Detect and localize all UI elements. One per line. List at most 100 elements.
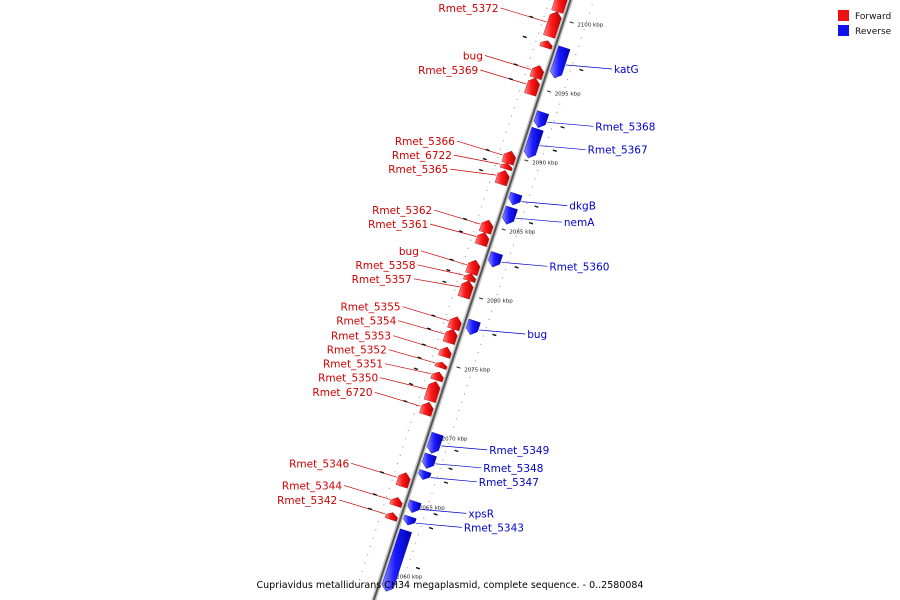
strand-marker: [379, 471, 385, 474]
strand-marker: [442, 280, 447, 284]
label-leader-lines: [339, 7, 613, 528]
leader-line: [415, 522, 462, 528]
leader-line: [351, 462, 398, 478]
guide-dot: [358, 579, 361, 581]
guide-dot: [434, 484, 436, 486]
scale-tick-label: 2080 kbp: [487, 298, 513, 304]
gene-rmet-5352-24: [434, 361, 448, 370]
gene-unlabeled-36: [381, 528, 412, 592]
gene-label: katG: [614, 64, 639, 76]
gene-label: Rmet_6722: [392, 150, 452, 162]
scale-tick: [456, 366, 461, 369]
gene-label: Rmet_6720: [312, 387, 372, 399]
guide-dot: [510, 115, 513, 117]
scale-tick-label: 2100 kbp: [577, 22, 603, 28]
leader-line: [339, 499, 386, 515]
gene-katg-4: [550, 45, 571, 79]
gene-rmet-5373-1: [551, 0, 568, 14]
scale-tick-label: 2070 kbp: [442, 436, 468, 442]
guide-dot: [515, 236, 517, 238]
gene-label: dkgB: [569, 201, 596, 213]
guide-dot: [436, 476, 438, 478]
guide-dot: [485, 327, 487, 329]
leader-line: [450, 168, 497, 176]
guide-dot: [431, 492, 433, 494]
gene-label: Rmet_5354: [336, 316, 396, 328]
guide-dot: [410, 421, 412, 423]
guide-dot: [415, 542, 417, 544]
gene-label: Rmet_5343: [464, 522, 524, 534]
gene-rmet-6722-10: [499, 163, 513, 172]
guide-dot: [543, 15, 545, 18]
guide-dot: [572, 62, 574, 64]
gene-label: Rmet_5351: [323, 359, 383, 371]
gene-rmet-5366-9: [501, 150, 516, 166]
leader-line: [501, 261, 548, 267]
gene-label: Rmet_5357: [352, 274, 412, 286]
guide-dot: [405, 438, 407, 440]
gene-label: Rmet_5367: [588, 145, 648, 157]
gene-rmet-5358-18: [463, 273, 477, 283]
guide-dot: [383, 504, 385, 506]
guide-dot: [442, 459, 444, 461]
gene-rmet-5347-30: [418, 469, 432, 480]
gene-dkgb-12: [508, 191, 523, 206]
guide-dot: [428, 501, 430, 503]
guide-dot: [501, 277, 504, 279]
guide-dot: [518, 227, 520, 229]
guide-dot: [418, 396, 420, 398]
gene-label: Rmet_5342: [277, 495, 337, 507]
backbone-line: [372, 0, 572, 600]
guide-dot: [483, 198, 485, 200]
scale-tick-label: 2090 kbp: [532, 160, 558, 166]
guide-dot: [519, 90, 521, 92]
strand-marker: [513, 63, 518, 66]
gene-label: Rmet_5372: [438, 3, 498, 15]
strand-marker: [443, 481, 449, 484]
gene-label: Rmet_5366: [395, 136, 455, 148]
scale-tick-label: 2060 kbp: [396, 574, 422, 580]
guide-dot: [507, 260, 509, 263]
gene-label: Rmet_5352: [327, 345, 387, 357]
gene-label: Rmet_5362: [372, 205, 432, 217]
guide-dot: [527, 65, 529, 67]
gene-labels: Rmet_5374Rmet_5373Rmet_5372katGbugRmet_5…: [277, 3, 655, 535]
guide-dot: [502, 140, 504, 142]
gene-rmet-6720-27: [419, 401, 434, 417]
guide-dot: [407, 429, 409, 432]
legend-forward-swatch: [838, 10, 849, 21]
guide-dot: [575, 53, 577, 56]
guide-dot: [553, 120, 555, 122]
gene-features: [367, 0, 584, 592]
guide-dot: [505, 131, 507, 133]
guide-dot: [467, 247, 469, 249]
scale-tick-label: 2065 kbp: [419, 505, 445, 511]
guide-dot: [391, 479, 393, 481]
strand-marker: [528, 221, 534, 225]
scale-tick: [524, 159, 529, 162]
gene-label: nemA: [564, 217, 595, 229]
guide-dot: [529, 57, 532, 59]
gene-rmet-5367-8: [523, 126, 544, 159]
strand-marker: [514, 266, 519, 269]
gene-bug-20: [465, 318, 481, 335]
guide-dot: [375, 529, 377, 531]
guide-dot: [396, 463, 399, 465]
gene-rmet-5372-2: [543, 11, 562, 39]
guide-dot: [445, 314, 447, 316]
scale-tick: [501, 228, 506, 231]
gene-label: Rmet_5365: [388, 164, 448, 176]
leader-line: [420, 509, 467, 514]
guide-dot: [434, 347, 437, 349]
guide-dot: [472, 231, 475, 233]
strand-marker: [508, 77, 514, 81]
guide-dot: [521, 219, 523, 221]
guide-dot: [464, 256, 466, 258]
guide-dot: [372, 537, 374, 539]
leader-line: [392, 335, 440, 351]
guide-dot: [535, 40, 537, 43]
strand-marker: [449, 258, 454, 262]
guide-dot: [477, 351, 479, 354]
gene-rmet-5353-23: [438, 346, 452, 359]
guide-dot: [500, 148, 502, 150]
